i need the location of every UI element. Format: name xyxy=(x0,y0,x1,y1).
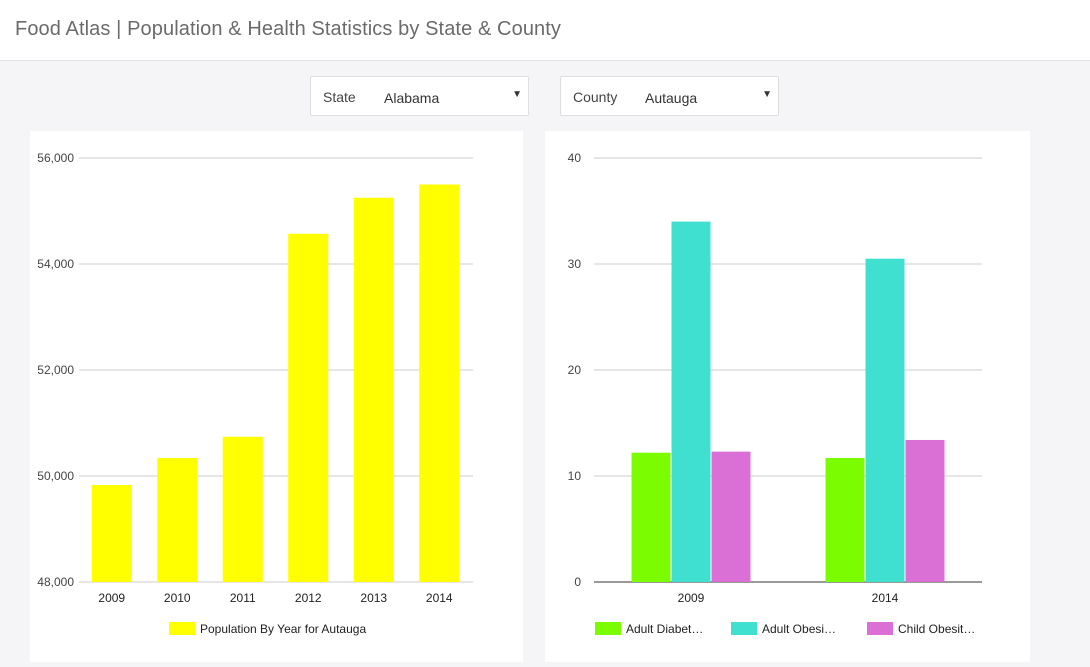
legend-swatch xyxy=(595,622,621,635)
state-select[interactable]: State Alabama ▼ xyxy=(310,76,529,116)
state-select-label: State xyxy=(323,89,356,105)
health-chart-panel: 0 10 20 30 40 2009 2014 Adult Diabet… Adult Obes… xyxy=(545,131,1030,662)
health-chart: 0 10 20 30 40 2009 2014 Adult Diabet… Adult Obes… xyxy=(568,151,982,636)
x-tick-label: 2009 xyxy=(678,591,705,605)
population-chart-panel: 48,000 50,000 52,000 54,000 56,000 2009 2010 20… xyxy=(30,131,523,662)
legend-entry: Adult Obesi… xyxy=(762,622,836,636)
bar xyxy=(905,439,945,582)
bar xyxy=(91,485,132,582)
y-tick-label: 20 xyxy=(568,363,582,377)
bar xyxy=(865,258,905,582)
y-tick-label: 48,000 xyxy=(37,575,74,589)
legend-entry: Population By Year for Autauga xyxy=(200,622,366,636)
bar xyxy=(825,457,865,582)
bar xyxy=(631,452,671,582)
y-tick-label: 0 xyxy=(574,575,581,589)
bar xyxy=(711,451,751,582)
population-chart: 48,000 50,000 52,000 54,000 56,000 2009 2010 20… xyxy=(37,151,473,636)
y-tick-label: 56,000 xyxy=(37,151,74,165)
app-header: Food Atlas | Population & Health Statist… xyxy=(0,0,1090,61)
legend-swatch xyxy=(731,622,757,635)
legend-swatch xyxy=(169,622,195,635)
legend-entry: Adult Diabet… xyxy=(626,622,703,636)
legend-entry: Child Obesit… xyxy=(898,622,975,636)
x-tick-label: 2014 xyxy=(872,591,899,605)
x-tick-label: 2010 xyxy=(164,591,191,605)
bar xyxy=(288,233,329,582)
bar xyxy=(353,197,394,582)
state-select-value: Alabama xyxy=(384,90,440,106)
page-title: Food Atlas | Population & Health Statist… xyxy=(15,18,562,40)
bar xyxy=(222,436,263,582)
y-tick-label: 50,000 xyxy=(37,469,74,483)
y-tick-label: 52,000 xyxy=(37,363,74,377)
bar xyxy=(419,184,460,582)
bar xyxy=(157,457,198,582)
county-select-label: County xyxy=(573,89,618,105)
x-tick-label: 2011 xyxy=(230,591,256,605)
y-tick-label: 10 xyxy=(568,469,582,483)
y-tick-label: 54,000 xyxy=(37,257,74,271)
y-tick-label: 30 xyxy=(568,257,582,271)
bar xyxy=(671,221,711,582)
chevron-down-icon: ▼ xyxy=(762,89,772,100)
x-tick-label: 2012 xyxy=(295,591,322,605)
y-tick-label: 40 xyxy=(568,151,582,165)
x-tick-label: 2009 xyxy=(98,591,125,605)
x-tick-label: 2013 xyxy=(360,591,387,605)
x-tick-label: 2014 xyxy=(426,591,453,605)
chevron-down-icon: ▼ xyxy=(512,89,522,100)
county-select[interactable]: County Autauga ▼ xyxy=(560,76,779,116)
county-select-value: Autauga xyxy=(645,90,698,106)
legend-swatch xyxy=(867,622,893,635)
